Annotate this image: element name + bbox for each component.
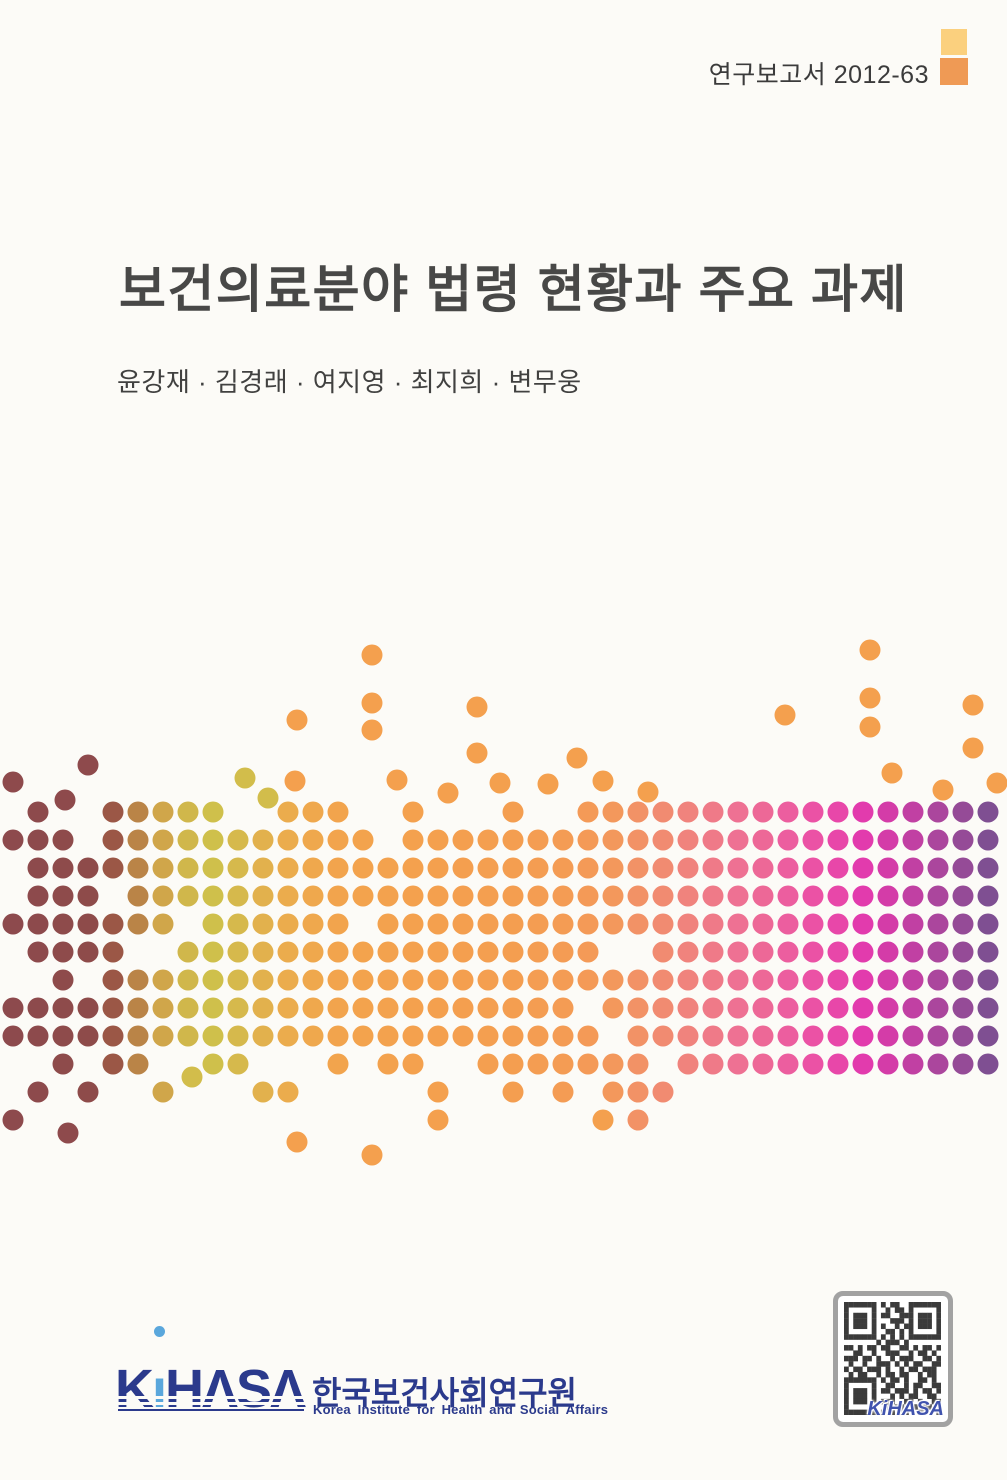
org-name-korean: 한국보건사회연구원	[312, 1375, 577, 1411]
report-series-label: 연구보고서 2012-63	[708, 61, 929, 89]
qr-overlay-label: KiHASA	[867, 1398, 944, 1420]
i-dot	[154, 1326, 165, 1337]
qr-modules	[844, 1302, 941, 1415]
authors-line: 윤강재 · 김경래 · 여지영 · 최지희 · 변무웅	[117, 367, 582, 397]
org-name-english: Korea Institute for Health and Social Af…	[313, 1402, 609, 1417]
kihasa-wordmark: Kı HΛSΛ	[115, 1326, 306, 1416]
qr-code: KiHASA	[833, 1291, 953, 1427]
wordmark-underline	[118, 1409, 304, 1411]
decorative-square-dark	[940, 58, 968, 85]
wordmark-stripe-cut	[113, 1396, 308, 1399]
cover-title: 보건의료분야 법령 현황과 주요 과제	[119, 261, 908, 318]
wordmark-stripe-cut	[113, 1402, 308, 1405]
decorative-square-light	[941, 29, 967, 55]
